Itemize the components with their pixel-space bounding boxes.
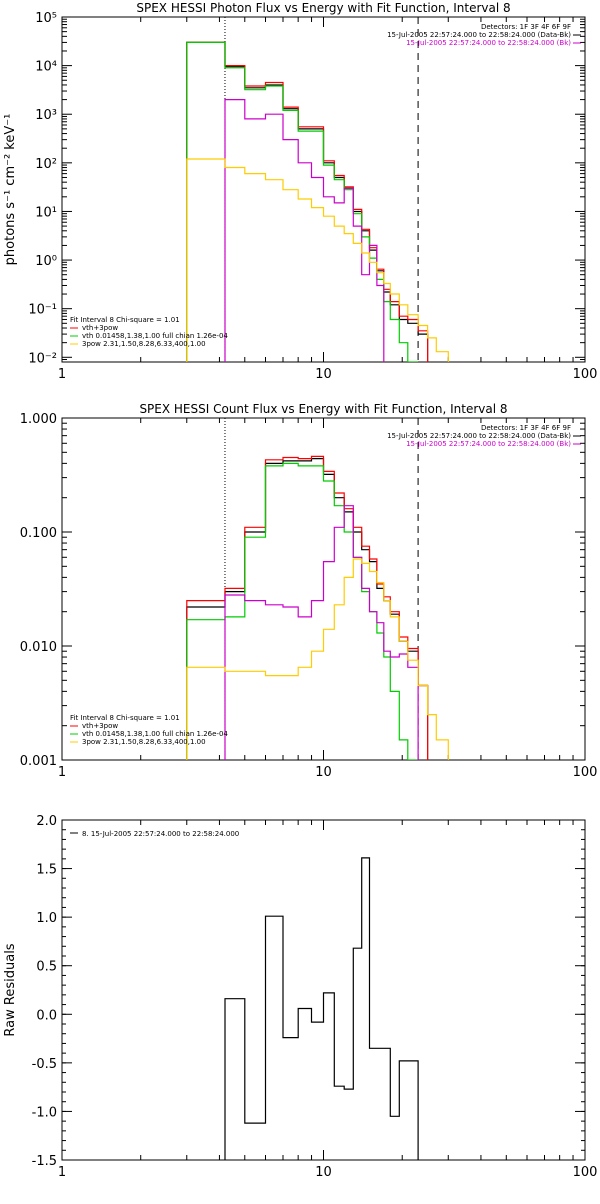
detector-info-text: 15-Jul-2005 22:57:24.000 to 22:58:24.000…	[387, 432, 571, 440]
data-series-2	[186, 455, 429, 760]
x-tick-label: 10	[315, 367, 332, 382]
detector-info-text: Detectors: 1F 3F 4F 6F 9F	[481, 23, 571, 31]
y-tick-label: 1.5	[36, 863, 57, 878]
y-tick-label: 0.010	[20, 640, 57, 655]
x-tick-label: 1	[58, 1165, 66, 1180]
series-group	[186, 455, 449, 760]
chart-panel-2: SPEX HESSI Count Flux vs Energy with Fit…	[20, 402, 598, 780]
x-tick-label: 100	[573, 765, 598, 780]
y-tick-label: 1.0	[36, 911, 57, 926]
legend-label: vth 0.01458,1.38,1.00 full chian 1.26e-0…	[82, 730, 228, 738]
data-series-5	[186, 558, 449, 760]
plot-frame	[61, 819, 586, 1161]
data-series-4	[224, 505, 419, 760]
series-group	[224, 857, 419, 1160]
legend-label: 3pow 2.31,1.50,8.28,6.33,400,1.00	[82, 738, 206, 746]
data-series-1	[186, 41, 429, 362]
y-tick-label: -0.5	[32, 1057, 57, 1072]
data-series-1	[186, 458, 429, 760]
series-group	[186, 41, 449, 362]
y-tick-label: -1.5	[32, 1154, 57, 1169]
data-series-5	[186, 158, 449, 362]
detector-info-text: 15-Jul-2005 22:57:24.000 to 22:58:24.000…	[387, 31, 571, 39]
chart-panel-1: SPEX HESSI Photon Flux vs Energy with Fi…	[3, 1, 597, 382]
detector-info-text: 15-Jul-2005 22:57:24.000 to 22:58:24.000…	[406, 39, 571, 47]
y-tick-label: 2.0	[36, 814, 57, 829]
x-tick-label: 1	[58, 367, 66, 382]
y-tick-label: 0.100	[20, 526, 57, 541]
y-tick-label: 10³	[35, 108, 57, 123]
legend-label: 8. 15-Jul-2005 22:57:24.000 to 22:58:24.…	[82, 830, 239, 838]
x-tick-label: 100	[573, 367, 598, 382]
y-tick-label: 10⁰	[35, 254, 57, 269]
y-tick-label: 10⁻¹	[28, 303, 57, 318]
chart-title: SPEX HESSI Count Flux vs Energy with Fit…	[139, 402, 507, 416]
data-series-2	[186, 41, 429, 362]
detector-info-text: Detectors: 1F 3F 4F 6F 9F	[481, 424, 571, 432]
legend-title: Fit Interval 8 Chi-square = 1.01	[70, 316, 180, 324]
y-tick-label: 0.5	[36, 960, 57, 975]
legend-label: 3pow 2.31,1.50,8.28,6.33,400,1.00	[82, 340, 206, 348]
y-tick-label: -1.0	[32, 1105, 57, 1120]
y-axis-label: photons s⁻¹ cm⁻² keV⁻¹	[3, 114, 18, 266]
detector-info-text: 15-Jul-2005 22:57:24.000 to 22:58:24.000…	[406, 440, 571, 448]
y-tick-label: 0.001	[20, 754, 57, 769]
x-tick-label: 10	[315, 765, 332, 780]
y-tick-label: 10¹	[35, 205, 57, 220]
legend-label: vth 0.01458,1.38,1.00 full chian 1.26e-0…	[82, 332, 228, 340]
y-tick-label: 10⁵	[35, 11, 57, 26]
x-tick-label: 100	[573, 1165, 598, 1180]
legend-title: Fit Interval 8 Chi-square = 1.01	[70, 714, 180, 722]
y-tick-label: 10²	[35, 157, 57, 172]
y-axis-label: Raw Residuals	[3, 943, 18, 1036]
legend-label: vth+3pow	[82, 324, 118, 332]
data-series-3	[186, 41, 419, 362]
legend-label: vth+3pow	[82, 722, 118, 730]
chart-panel-3: Raw Residuals 1 10 100 -1.5 -1.0 -0.5 0.0 0.5 1.0…	[3, 814, 597, 1180]
y-tick-label: 10⁴	[35, 60, 57, 75]
x-tick-label: 10	[315, 1165, 332, 1180]
y-tick-label: 1.000	[20, 412, 57, 427]
data-series-4	[224, 99, 385, 362]
x-tick-label: 1	[58, 765, 66, 780]
y-tick-label: 0.0	[36, 1008, 57, 1023]
chart-title: SPEX HESSI Photon Flux vs Energy with Fi…	[136, 1, 510, 15]
y-tick-label: 10⁻²	[28, 351, 57, 366]
data-series-1	[224, 857, 419, 1160]
data-series-3	[186, 462, 419, 760]
